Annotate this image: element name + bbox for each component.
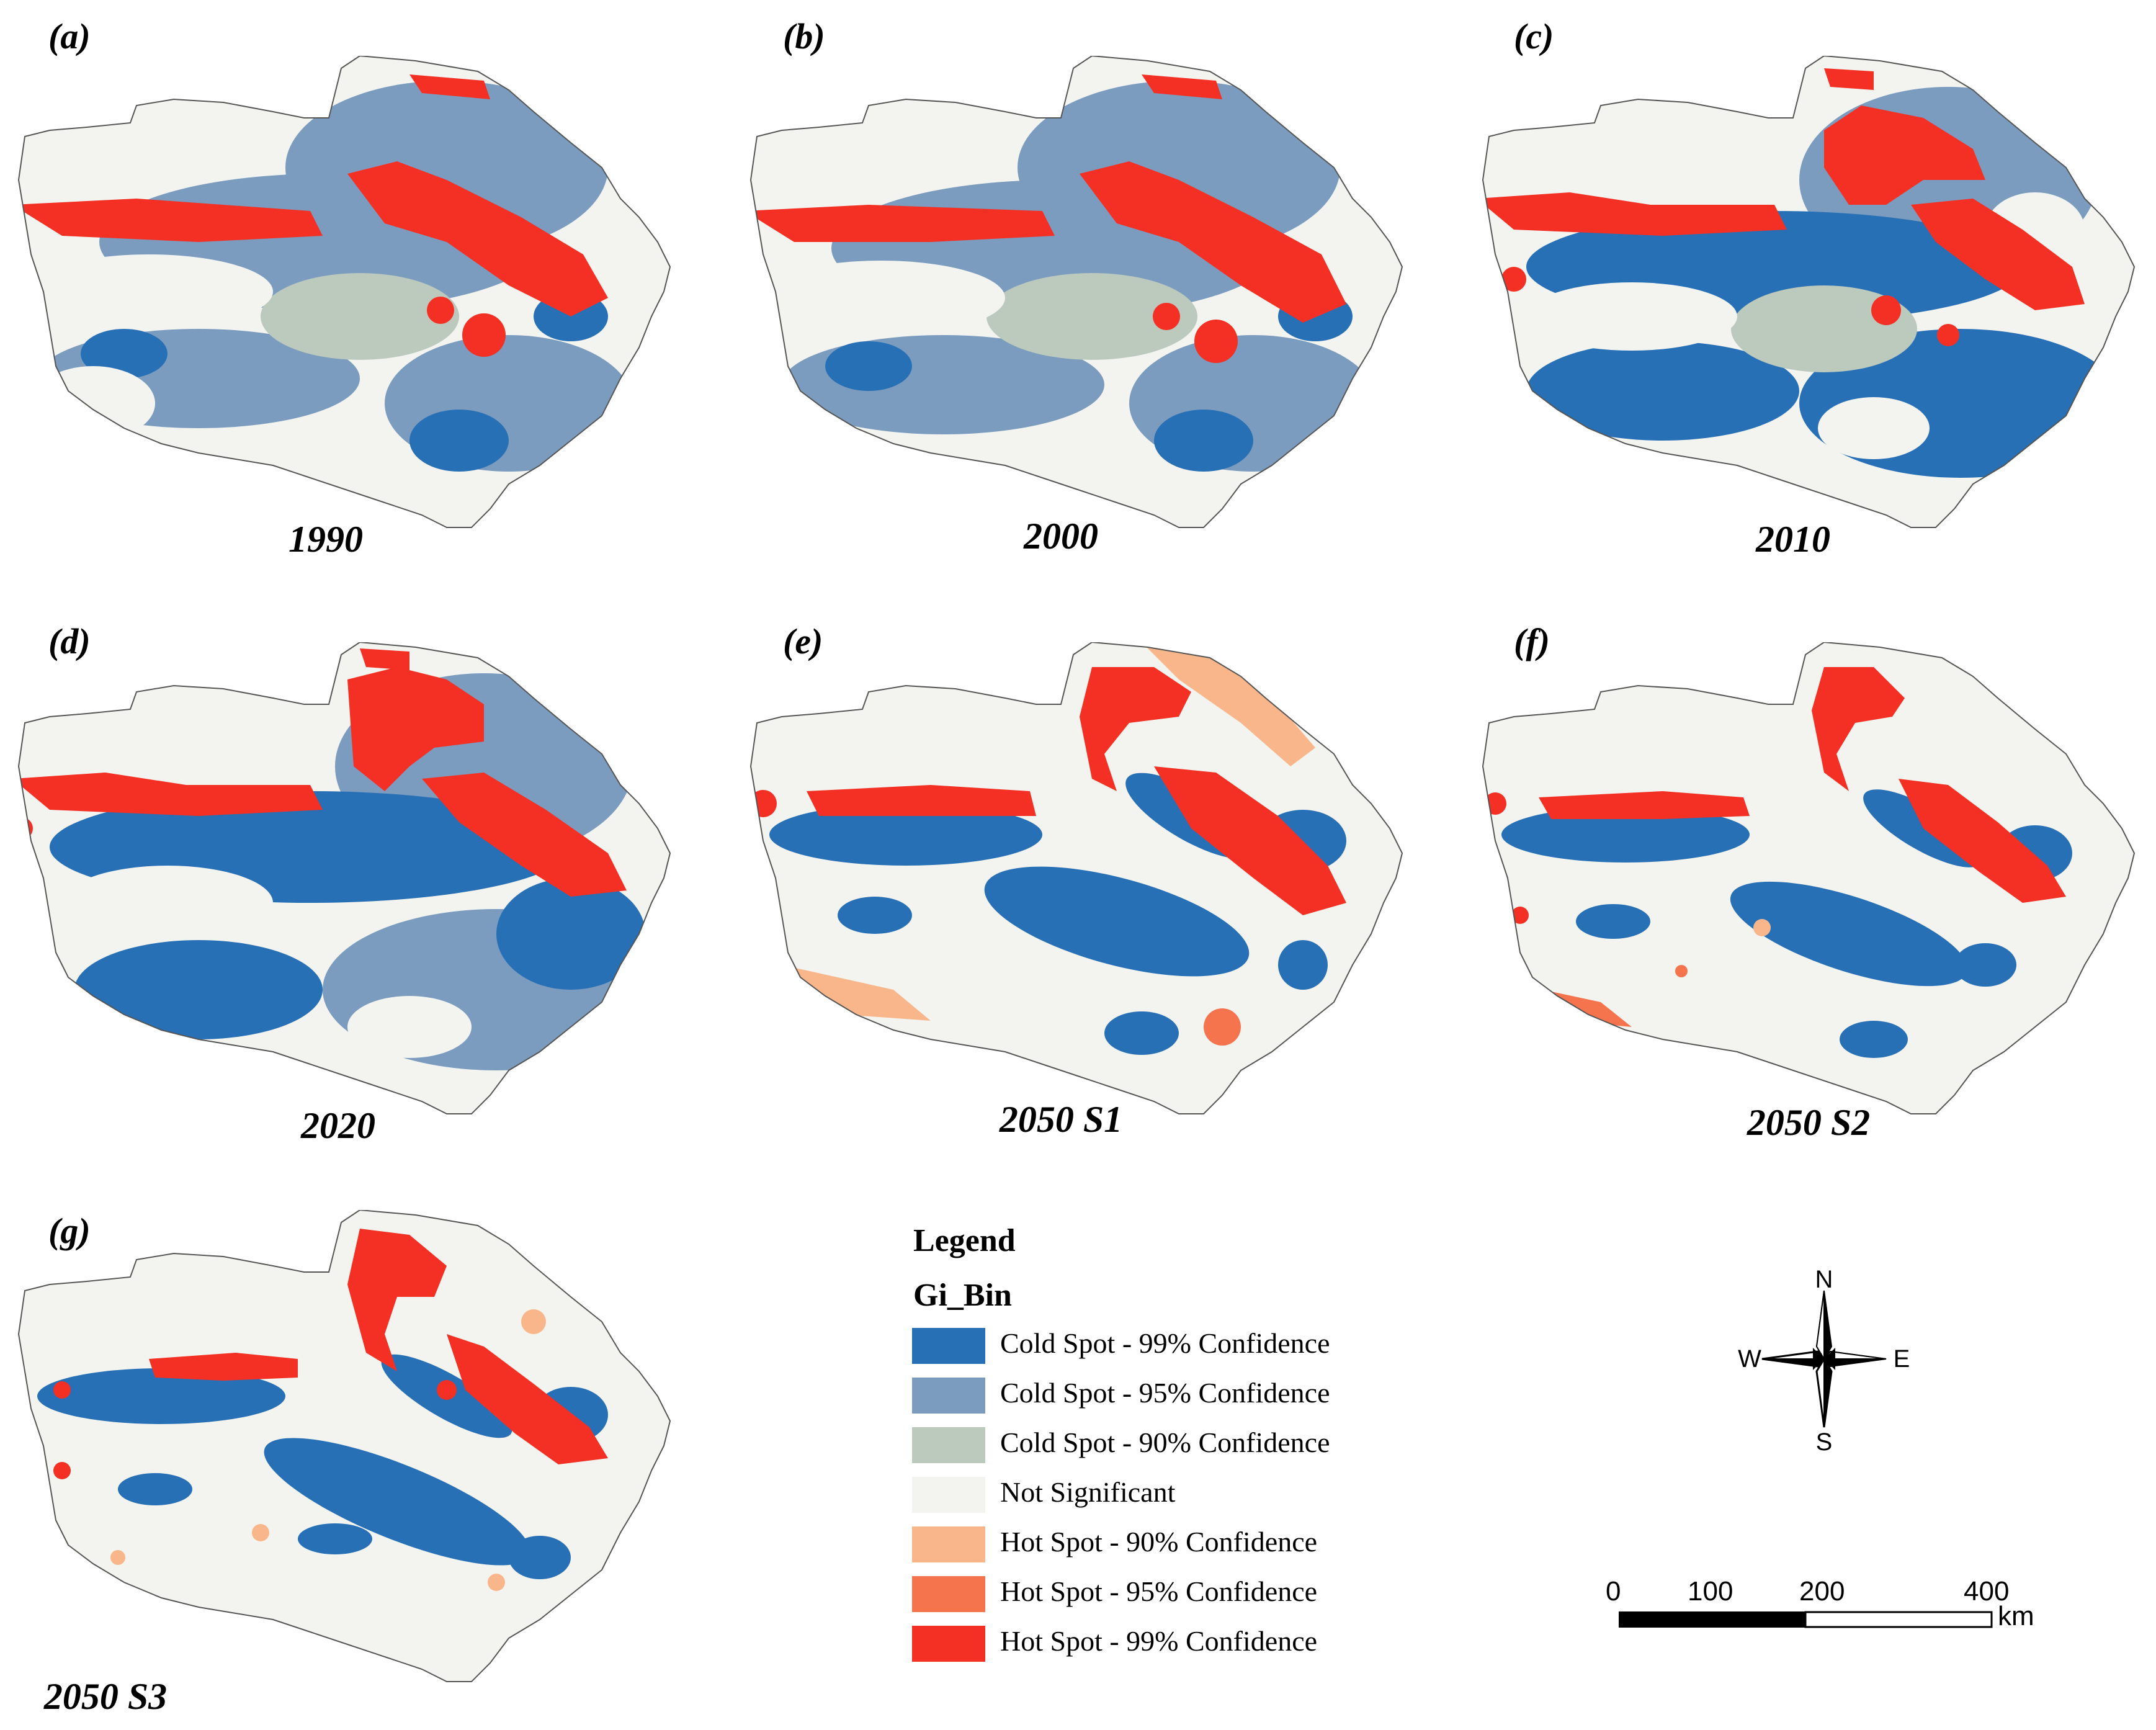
panel-label-c: (c) bbox=[1514, 16, 1554, 56]
scale-tick-100: 100 bbox=[1688, 1576, 1733, 1607]
legend-swatch-cold95 bbox=[912, 1378, 985, 1414]
panel-label-e: (e) bbox=[783, 621, 823, 661]
legend-label-cold90: Cold Spot - 90% Confidence bbox=[1000, 1427, 1330, 1458]
panel-year-g: 2050 S3 bbox=[43, 1676, 168, 1717]
scale-bar: 0 100 200 400 km bbox=[1588, 1576, 2085, 1651]
legend-swatch-hot90 bbox=[912, 1526, 985, 1562]
panel-year-b: 2000 bbox=[1024, 516, 1098, 557]
scale-tick-0: 0 bbox=[1606, 1576, 1621, 1607]
compass-n: N bbox=[1815, 1266, 1833, 1293]
scale-tick-400: 400 bbox=[1964, 1576, 2010, 1607]
panel-year-d: 2020 bbox=[301, 1105, 375, 1146]
scale-unit: km bbox=[1998, 1601, 2034, 1631]
map-panel-c bbox=[1477, 56, 2156, 552]
panel-year-a: 1990 bbox=[289, 519, 363, 560]
hotspot-map-2050-s2 bbox=[1482, 642, 2135, 1114]
panel-label-b: (b) bbox=[783, 16, 825, 56]
map-panel-a bbox=[12, 56, 695, 552]
panel-year-e: 2050 S1 bbox=[999, 1099, 1123, 1140]
legend-swatch-cold90 bbox=[912, 1427, 985, 1463]
map-panel-e bbox=[745, 642, 1427, 1139]
hotspot-map-2050-s1 bbox=[750, 642, 1403, 1114]
map-panel-g bbox=[12, 1210, 695, 1706]
panel-label-g: (g) bbox=[48, 1211, 91, 1251]
hotspot-map-2050-s3 bbox=[18, 1210, 671, 1682]
map-panel-d bbox=[12, 642, 695, 1139]
legend-label-hot90: Hot Spot - 90% Confidence bbox=[1000, 1526, 1318, 1557]
legend-swatch-cold99 bbox=[912, 1328, 985, 1364]
hotspot-map-2000 bbox=[750, 56, 1403, 528]
panel-label-a: (a) bbox=[48, 16, 91, 56]
compass-rose-icon: N S W E bbox=[1737, 1266, 1911, 1456]
scale-tick-200: 200 bbox=[1799, 1576, 1845, 1607]
legend-swatch-hot95 bbox=[912, 1576, 985, 1612]
hotspot-map-2010 bbox=[1482, 56, 2135, 528]
legend-label-cold99: Cold Spot - 99% Confidence bbox=[1000, 1327, 1330, 1359]
compass-e: E bbox=[1894, 1345, 1910, 1373]
panel-label-d: (d) bbox=[48, 621, 91, 661]
scale-bar-graphic bbox=[1619, 1611, 1993, 1628]
map-panel-f bbox=[1477, 642, 2156, 1139]
compass-w: W bbox=[1738, 1345, 1761, 1373]
legend-label-not-significant: Not Significant bbox=[1000, 1476, 1176, 1508]
legend-label-hot99: Hot Spot - 99% Confidence bbox=[1000, 1625, 1318, 1657]
legend-label-hot95: Hot Spot - 95% Confidence bbox=[1000, 1575, 1318, 1607]
legend-label-cold95: Cold Spot - 95% Confidence bbox=[1000, 1377, 1330, 1409]
legend-field: Gi_Bin bbox=[913, 1278, 1012, 1313]
legend-title: Legend bbox=[913, 1223, 1016, 1258]
map-panel-b bbox=[745, 56, 1427, 552]
panel-year-c: 2010 bbox=[1756, 519, 1830, 560]
compass-s: S bbox=[1816, 1428, 1833, 1452]
legend-swatch-hot99 bbox=[912, 1626, 985, 1662]
hotspot-map-1990 bbox=[18, 56, 671, 528]
hotspot-map-2020 bbox=[18, 642, 671, 1114]
legend-swatch-not-significant bbox=[912, 1477, 985, 1513]
panel-label-f: (f) bbox=[1514, 621, 1550, 661]
panel-year-f: 2050 S2 bbox=[1747, 1102, 1871, 1143]
